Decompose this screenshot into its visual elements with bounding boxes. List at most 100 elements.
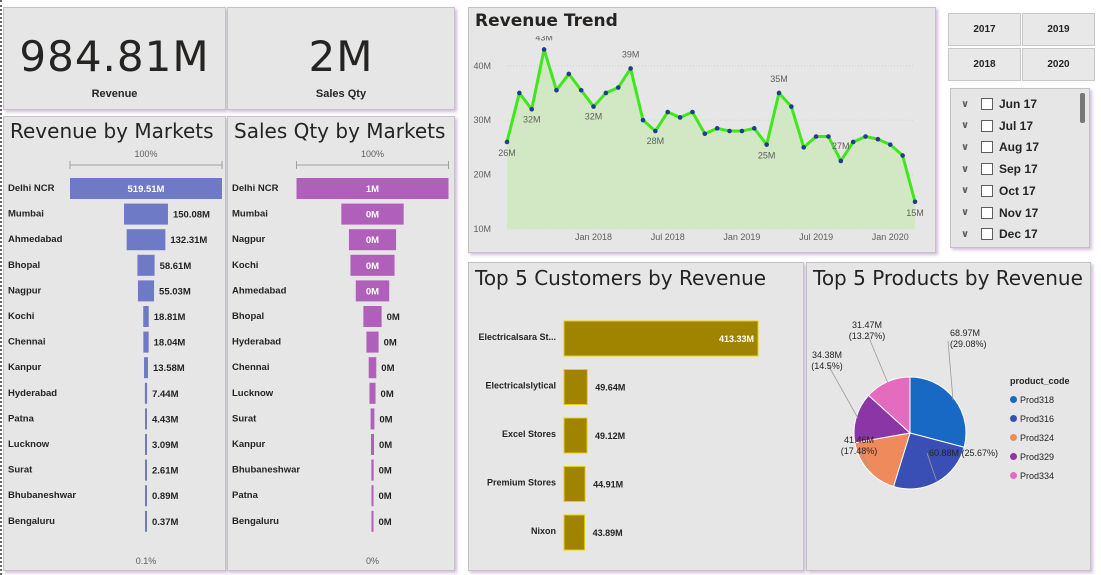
revenue-market-bar[interactable] bbox=[144, 357, 148, 379]
qty-market-bar[interactable] bbox=[355, 280, 390, 302]
revenue-market-bar[interactable] bbox=[144, 382, 148, 404]
trend-point[interactable] bbox=[850, 139, 856, 145]
year-button-2018[interactable]: 2018 bbox=[948, 48, 1021, 81]
trend-point[interactable] bbox=[504, 139, 510, 145]
year-button-2019[interactable]: 2019 bbox=[1022, 13, 1095, 46]
trend-point[interactable] bbox=[751, 126, 757, 131]
customer-bar[interactable] bbox=[563, 466, 586, 502]
trend-line[interactable] bbox=[505, 47, 917, 203]
trend-point[interactable] bbox=[653, 128, 658, 134]
revenue-market-bar[interactable] bbox=[143, 331, 149, 353]
qty-market-bar[interactable] bbox=[368, 357, 377, 379]
trend-point[interactable] bbox=[838, 158, 844, 164]
month-slicer-item[interactable]: ∨ Jun 17 bbox=[961, 95, 1037, 113]
trend-point[interactable] bbox=[912, 199, 918, 205]
customer-bar[interactable] bbox=[563, 514, 586, 551]
revenue-market-bar[interactable] bbox=[145, 408, 147, 430]
legend-item[interactable]: Prod324 bbox=[1010, 428, 1070, 447]
qty-market-bar[interactable] bbox=[350, 254, 395, 276]
chevron-down-icon[interactable]: ∨ bbox=[961, 141, 970, 153]
trend-point[interactable] bbox=[801, 145, 807, 150]
qty-market-bar[interactable] bbox=[370, 408, 375, 430]
month-slicer-item[interactable]: ∨ Sep 17 bbox=[961, 160, 1038, 178]
qty-market-bar[interactable] bbox=[296, 178, 449, 199]
revenue-market-bar[interactable] bbox=[145, 434, 147, 455]
month-checkbox[interactable] bbox=[981, 228, 993, 241]
month-slicer-item[interactable]: ∨ Dec 17 bbox=[961, 225, 1038, 243]
year-button-2020[interactable]: 2020 bbox=[1022, 48, 1095, 81]
trend-point[interactable] bbox=[826, 134, 831, 139]
trend-point[interactable] bbox=[727, 128, 732, 134]
month-checkbox[interactable] bbox=[981, 98, 993, 110]
revenue-market-bar[interactable] bbox=[145, 485, 147, 507]
qty-market-bar[interactable] bbox=[370, 434, 375, 455]
qty-market-bar[interactable] bbox=[366, 331, 379, 353]
qty-market-bar[interactable] bbox=[371, 485, 374, 507]
trend-point[interactable] bbox=[875, 136, 881, 142]
month-checkbox[interactable] bbox=[981, 163, 993, 176]
trend-point[interactable] bbox=[541, 47, 547, 52]
qty-market-bar[interactable] bbox=[371, 510, 374, 532]
pie-slice[interactable] bbox=[854, 432, 911, 488]
trend-point[interactable] bbox=[677, 115, 683, 120]
revenue-market-bar[interactable] bbox=[137, 280, 155, 302]
revenue-market-bar[interactable] bbox=[143, 306, 149, 327]
trend-point[interactable] bbox=[789, 104, 794, 109]
month-slicer-item[interactable]: ∨ Jul 17 bbox=[961, 117, 1033, 135]
revenue-market-bar[interactable] bbox=[145, 459, 147, 481]
trend-point[interactable] bbox=[628, 66, 633, 71]
chevron-down-icon[interactable]: ∨ bbox=[961, 98, 970, 110]
year-button-2017[interactable]: 2017 bbox=[948, 13, 1021, 46]
month-checkbox[interactable] bbox=[981, 206, 993, 219]
chevron-down-icon[interactable]: ∨ bbox=[961, 163, 970, 175]
trend-point[interactable] bbox=[900, 153, 905, 158]
revenue-market-bar[interactable] bbox=[124, 203, 168, 225]
pie-slice[interactable] bbox=[853, 394, 912, 444]
legend-item[interactable]: Prod316 bbox=[1010, 409, 1070, 428]
trend-point[interactable] bbox=[702, 131, 708, 137]
qty-market-bar[interactable] bbox=[348, 229, 397, 251]
revenue-market-bar[interactable] bbox=[137, 254, 155, 276]
month-slicer-item[interactable]: ∨ Aug 17 bbox=[961, 138, 1039, 156]
trend-point[interactable] bbox=[887, 142, 893, 147]
revenue-market-bar[interactable] bbox=[145, 510, 147, 532]
pie-slice[interactable] bbox=[909, 376, 967, 448]
trend-point[interactable] bbox=[863, 134, 868, 139]
trend-point[interactable] bbox=[529, 106, 535, 112]
customer-bar[interactable] bbox=[563, 417, 588, 454]
trend-point[interactable] bbox=[739, 128, 745, 134]
qty-market-bar[interactable] bbox=[363, 306, 382, 327]
trend-point[interactable] bbox=[665, 109, 671, 115]
trend-point[interactable] bbox=[714, 126, 720, 131]
trend-point[interactable] bbox=[566, 71, 572, 77]
pie-slice[interactable] bbox=[892, 432, 965, 490]
trend-point[interactable] bbox=[603, 90, 609, 96]
month-checkbox[interactable] bbox=[981, 141, 993, 154]
trend-point[interactable] bbox=[776, 90, 782, 96]
month-slicer-item[interactable]: ∨ Nov 17 bbox=[961, 204, 1038, 222]
legend-item[interactable]: Prod329 bbox=[1010, 447, 1070, 466]
chevron-down-icon[interactable]: ∨ bbox=[961, 228, 970, 240]
customer-bar[interactable] bbox=[563, 369, 588, 405]
trend-point[interactable] bbox=[591, 104, 596, 109]
month-slicer-item[interactable]: ∨ Oct 17 bbox=[961, 182, 1036, 200]
qty-market-bar[interactable] bbox=[341, 203, 404, 225]
month-checkbox[interactable] bbox=[981, 119, 993, 132]
qty-market-bar[interactable] bbox=[369, 382, 376, 404]
chevron-down-icon[interactable]: ∨ bbox=[961, 120, 970, 132]
legend-item[interactable]: Prod334 bbox=[1010, 466, 1070, 485]
trend-point[interactable] bbox=[813, 134, 819, 139]
month-slicer-scrollbar[interactable] bbox=[1080, 93, 1085, 123]
qty-market-bar[interactable] bbox=[371, 459, 374, 481]
trend-point[interactable] bbox=[517, 90, 522, 96]
trend-point[interactable] bbox=[690, 109, 695, 115]
month-checkbox[interactable] bbox=[981, 184, 993, 197]
chevron-down-icon[interactable]: ∨ bbox=[961, 207, 970, 218]
legend-item[interactable]: Prod318 bbox=[1010, 390, 1070, 409]
trend-point[interactable] bbox=[578, 87, 584, 93]
trend-point[interactable] bbox=[640, 117, 646, 123]
revenue-market-bar[interactable] bbox=[126, 229, 166, 251]
chevron-down-icon[interactable]: ∨ bbox=[961, 185, 970, 197]
trend-point[interactable] bbox=[764, 142, 769, 147]
customer-bar[interactable] bbox=[563, 320, 759, 357]
